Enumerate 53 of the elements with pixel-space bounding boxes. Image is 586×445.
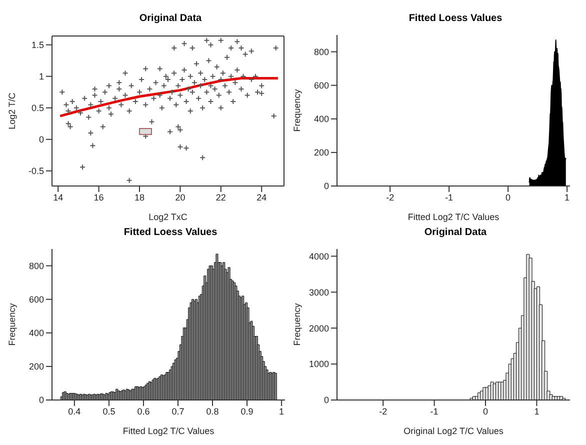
- y-tick-label: 0.5: [31, 103, 44, 114]
- chart-title: Original Data: [138, 12, 203, 26]
- x-tick-label: 0: [506, 192, 511, 202]
- x-axis-title: Original Log2 T/C Values: [404, 426, 504, 436]
- y-tick-label: 1000: [308, 359, 329, 370]
- y-tick-label: 400: [314, 114, 329, 124]
- x-tick-label: 16: [94, 192, 104, 202]
- y-tick-label: 0: [38, 134, 44, 145]
- y-tick-label: 1: [38, 72, 44, 82]
- y-axis-title: Frequency: [7, 302, 18, 346]
- y-tick-label: 0: [38, 395, 44, 406]
- chart-title: Fitted Loess Values: [122, 226, 218, 240]
- y-tick-label: 4000: [308, 251, 329, 262]
- y-tick-label: 3000: [308, 287, 329, 298]
- y-axis-title: Log2 T/C: [7, 92, 18, 130]
- y-tick-label: 1.5: [31, 40, 44, 50]
- y-tick-label: 0: [324, 395, 329, 406]
- x-tick-label: 0.6: [137, 406, 150, 416]
- x-tick-label: 0.7: [172, 406, 184, 416]
- x-tick-label: 0.4: [68, 406, 81, 416]
- x-tick-label: 0.8: [206, 406, 219, 416]
- y-tick-label: 0: [324, 181, 329, 192]
- x-tick-label: 1: [564, 192, 570, 202]
- x-tick-label: -2: [386, 192, 394, 202]
- x-tick-label: 24: [256, 192, 267, 202]
- y-tick-label: 2000: [308, 323, 329, 334]
- x-tick-label: 1: [534, 406, 540, 416]
- y-tick-label: 400: [28, 328, 44, 338]
- y-tick-label: -0.5: [28, 166, 44, 176]
- x-tick-label: 1: [279, 406, 284, 416]
- x-tick-label: -1: [445, 192, 454, 202]
- y-tick-label: 200: [28, 362, 44, 372]
- x-axis-title: Log2 TxC: [148, 212, 188, 222]
- x-tick-label: 0.5: [102, 406, 116, 416]
- y-tick-label: 600: [28, 294, 44, 305]
- x-tick-label: 22: [216, 192, 226, 202]
- chart-title: Fitted Loess Values: [408, 12, 504, 26]
- x-tick-label: 18: [134, 192, 145, 202]
- x-tick-label: -1: [430, 406, 438, 416]
- x-axis-title: Fitted Log2 T/C Values: [122, 426, 215, 436]
- x-axis-title: Fitted Log2 T/C Values: [408, 212, 500, 222]
- y-axis-title: Frequency: [292, 88, 302, 132]
- x-tick-label: 20: [175, 192, 186, 202]
- y-tick-label: 200: [314, 148, 329, 158]
- chart-title: Original Data: [423, 226, 488, 240]
- x-tick-label: 14: [53, 192, 64, 202]
- x-tick-label: -2: [379, 406, 388, 416]
- y-axis-title: Frequency: [292, 302, 302, 346]
- y-tick-label: 600: [314, 80, 329, 91]
- x-tick-label: 0: [483, 406, 488, 416]
- y-tick-label: 800: [28, 260, 44, 271]
- y-tick-label: 800: [314, 46, 329, 57]
- x-tick-label: 0.9: [240, 406, 254, 416]
